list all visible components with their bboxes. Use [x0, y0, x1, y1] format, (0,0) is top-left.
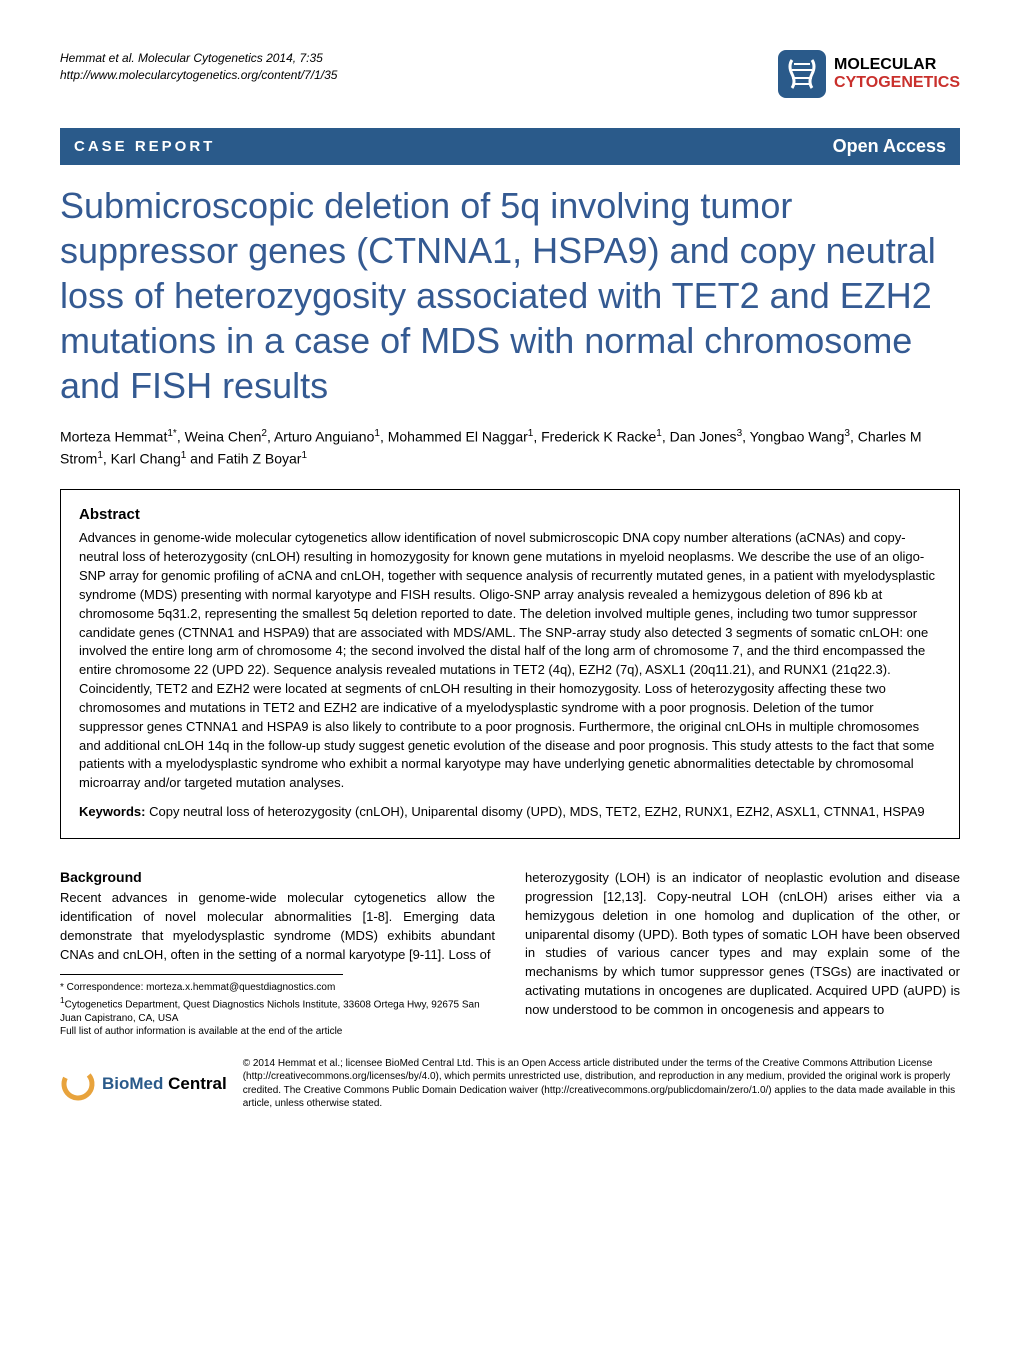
bmc-bio: BioMed — [102, 1074, 163, 1093]
left-column: Background Recent advances in genome-wid… — [60, 869, 495, 1039]
abstract-heading: Abstract — [79, 506, 941, 523]
open-access-label: Open Access — [833, 136, 946, 157]
full-author-list-note: Full list of author information is avail… — [60, 1025, 495, 1039]
bmc-ring-icon — [60, 1066, 96, 1102]
citation-line: Hemmat et al. Molecular Cytogenetics 201… — [60, 50, 337, 67]
license-row: BioMed Central © 2014 Hemmat et al.; lic… — [60, 1057, 960, 1111]
background-left-text: Recent advances in genome-wide molecular… — [60, 889, 495, 964]
abstract-text: Advances in genome-wide molecular cytoge… — [79, 529, 941, 793]
journal-logo-icon — [778, 50, 826, 98]
author-list: Morteza Hemmat1*, Weina Chen2, Arturo An… — [60, 426, 960, 469]
article-title: Submicroscopic deletion of 5q involving … — [60, 183, 960, 408]
bmc-name: BioMed Central — [102, 1074, 227, 1094]
keywords-line: Keywords: Copy neutral loss of heterozyg… — [79, 803, 941, 822]
biomed-central-logo: BioMed Central — [60, 1066, 227, 1102]
page-header: Hemmat et al. Molecular Cytogenetics 201… — [60, 50, 960, 98]
abstract-box: Abstract Advances in genome-wide molecul… — [60, 489, 960, 839]
background-right-text: heterozygosity (LOH) is an indicator of … — [525, 869, 960, 1020]
right-column: heterozygosity (LOH) is an indicator of … — [525, 869, 960, 1039]
journal-citation: Hemmat et al. Molecular Cytogenetics 201… — [60, 50, 337, 84]
footnotes-divider — [60, 974, 343, 975]
affiliation-1: 1Cytogenetics Department, Quest Diagnost… — [60, 995, 495, 1025]
article-type-bar: CASE REPORT Open Access — [60, 128, 960, 165]
license-text: © 2014 Hemmat et al.; licensee BioMed Ce… — [243, 1057, 960, 1111]
keywords-text: Copy neutral loss of heterozygosity (cnL… — [149, 804, 924, 819]
bmc-central: Central — [163, 1074, 226, 1093]
journal-logo-text: MOLECULAR CYTOGENETICS — [834, 56, 960, 91]
citation-url: http://www.molecularcytogenetics.org/con… — [60, 67, 337, 84]
keywords-label: Keywords: — [79, 804, 145, 819]
body-columns: Background Recent advances in genome-wid… — [60, 869, 960, 1039]
logo-line2: CYTOGENETICS — [834, 74, 960, 92]
footnotes: * Correspondence: morteza.x.hemmat@quest… — [60, 981, 495, 1038]
correspondence-line: * Correspondence: morteza.x.hemmat@quest… — [60, 981, 495, 995]
background-heading: Background — [60, 869, 495, 885]
logo-line1: MOLECULAR — [834, 56, 960, 74]
article-type-label: CASE REPORT — [74, 138, 215, 155]
journal-logo: MOLECULAR CYTOGENETICS — [778, 50, 960, 98]
